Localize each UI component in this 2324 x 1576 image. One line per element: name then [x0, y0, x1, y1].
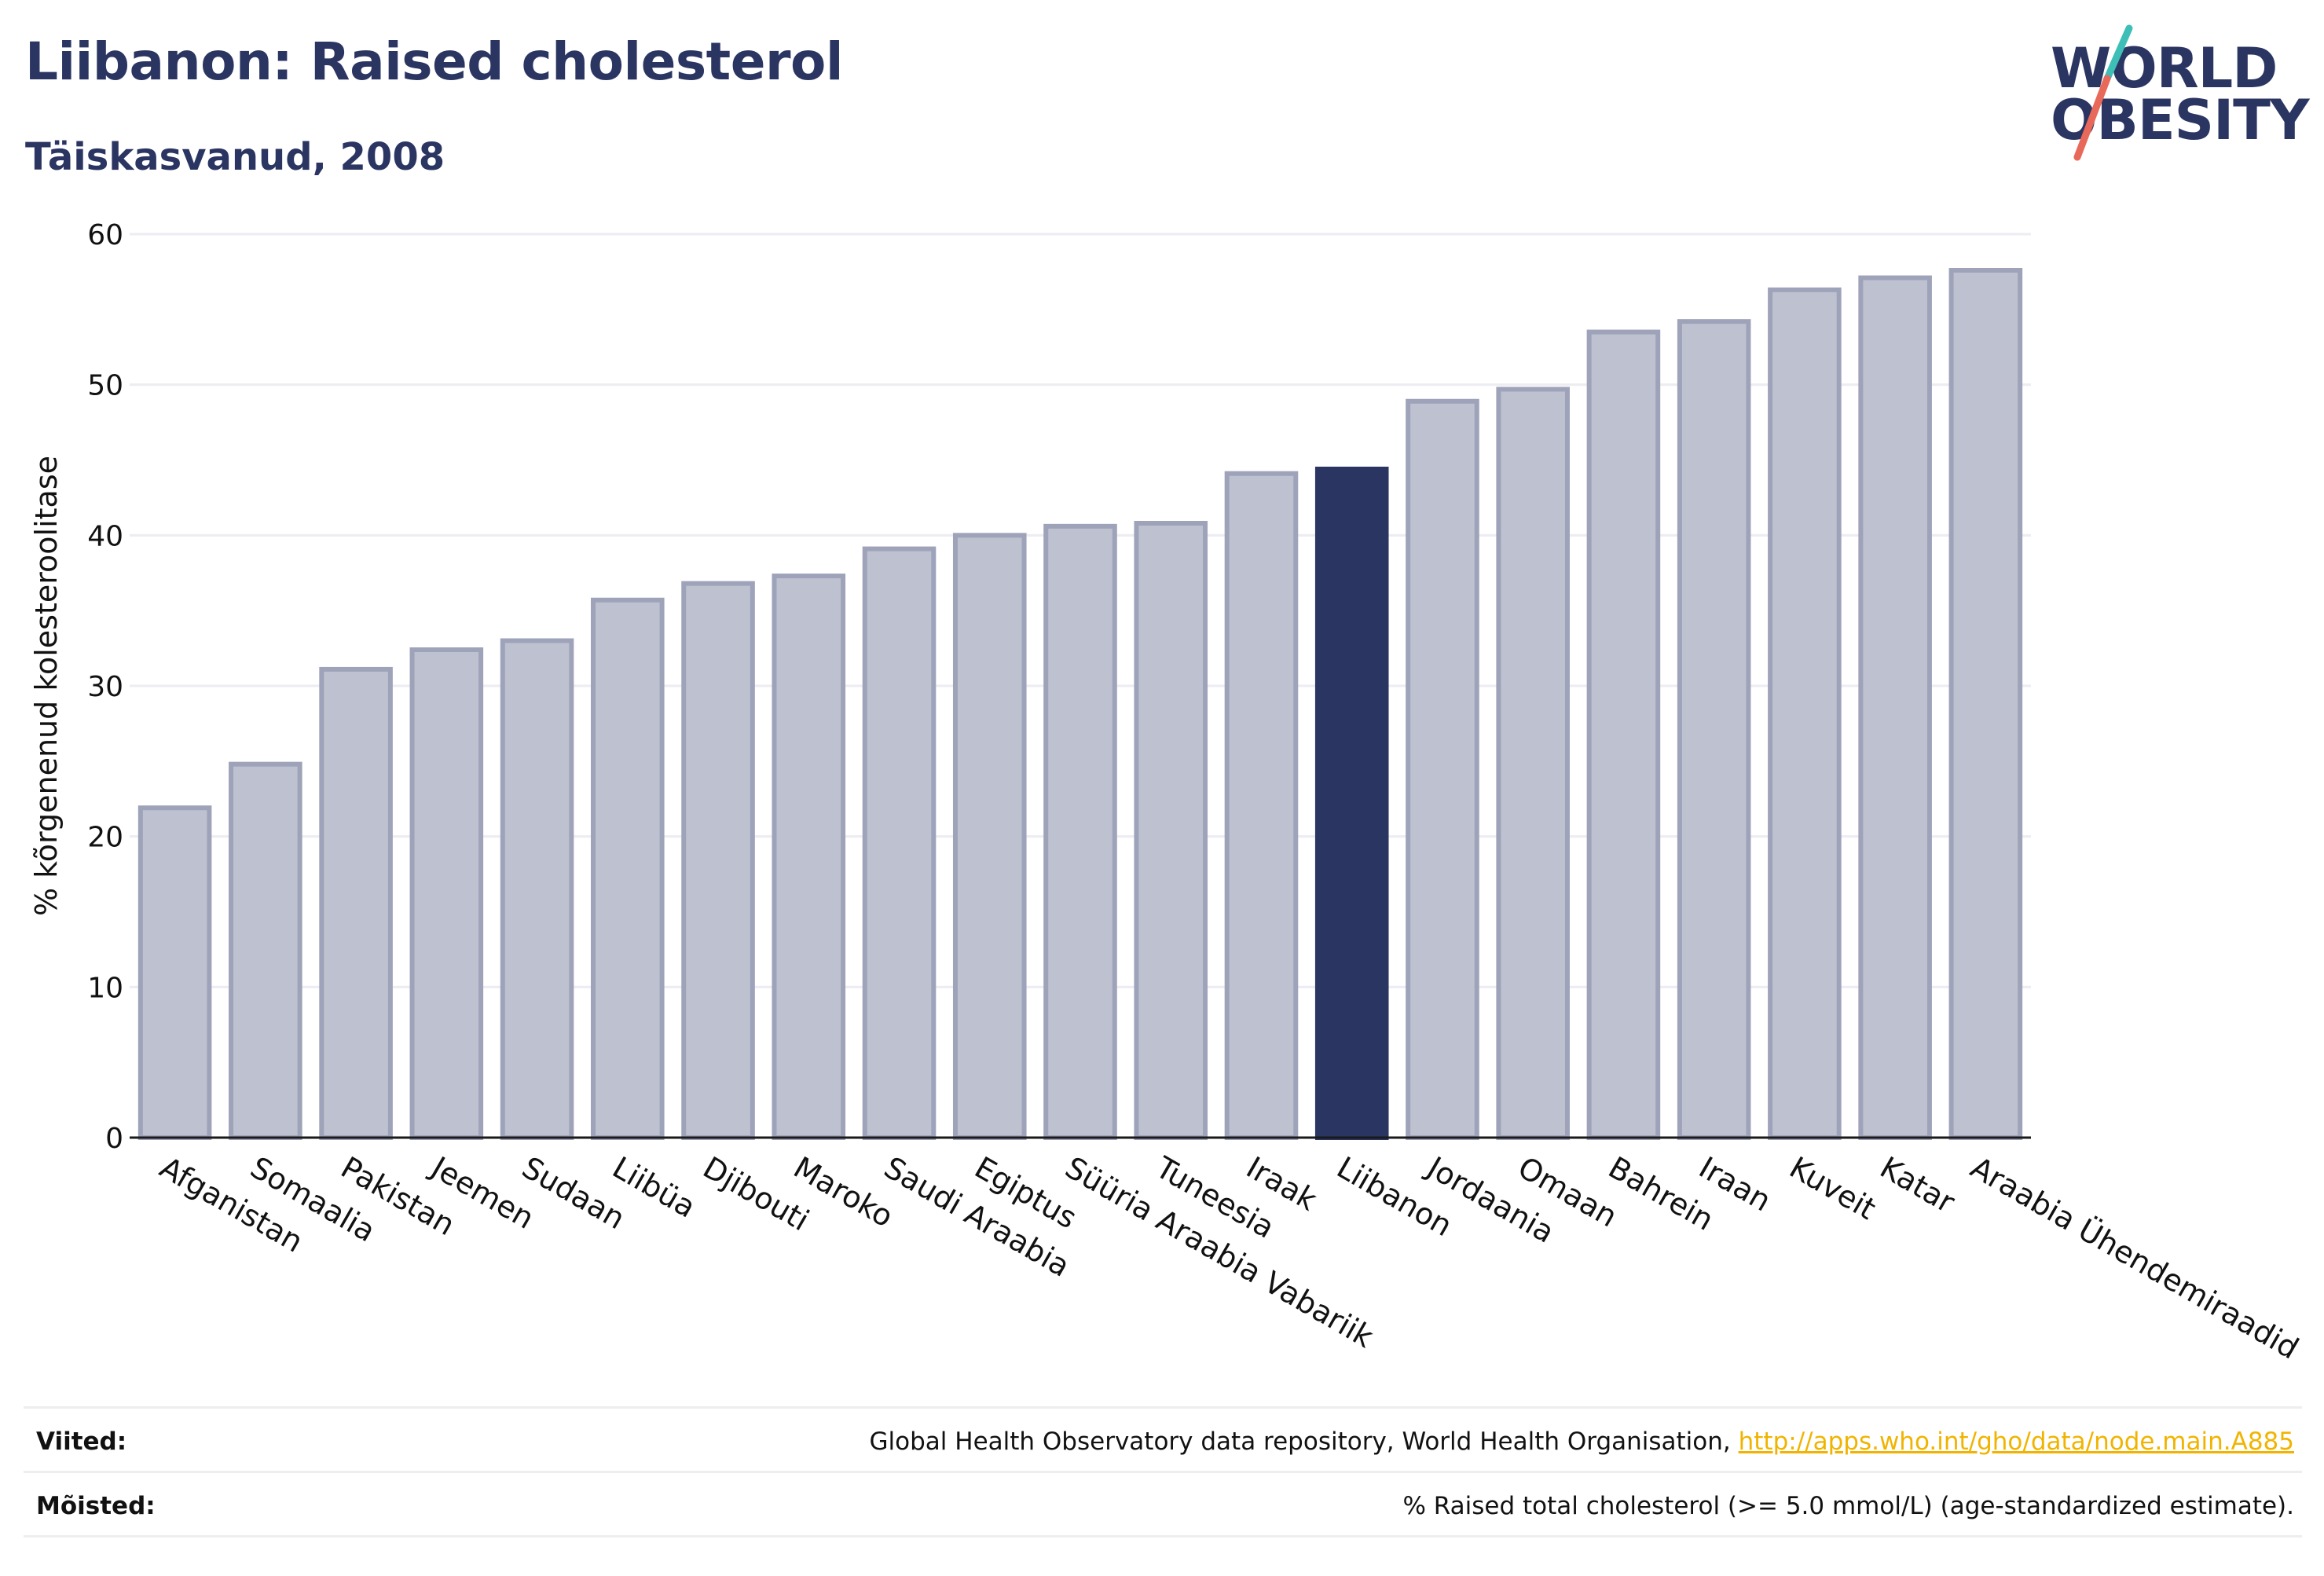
bar-jordaania — [1406, 398, 1479, 1140]
chart-title: Liibanon: Raised cholesterol — [25, 31, 843, 92]
x-axis-labels: AfganistanSomaaliaPakistanJeemenSudaanLi… — [154, 1149, 2304, 1366]
x-tick-label: Katar — [1875, 1150, 1961, 1220]
bar-saudi-araabia — [862, 546, 937, 1140]
x-tick-label: Araabia Ühendemiraadid — [1965, 1150, 2304, 1366]
x-tick-label: Bahrein — [1603, 1150, 1720, 1237]
sources-value: Global Health Observatory data repositor… — [870, 1428, 2294, 1456]
bar-pakistan — [319, 666, 393, 1140]
logo-text-world: WORLD — [2051, 36, 2278, 101]
bar-afganistan — [137, 805, 212, 1140]
bar-liibüa — [591, 597, 665, 1140]
bar-araabia-ühendemiraadid — [1948, 268, 2023, 1140]
world-obesity-logo: WORLD OBESITY — [2051, 24, 2310, 165]
bar-maroko — [772, 574, 846, 1140]
bar-djibouti — [681, 581, 755, 1140]
bars — [137, 268, 2023, 1141]
sources-text: Global Health Observatory data repositor… — [869, 1428, 1739, 1456]
sources-row: Viited: Global Health Observatory data r… — [24, 1406, 2302, 1473]
y-tick-label: 10 — [87, 972, 123, 1004]
bar-kuveit — [1768, 287, 1842, 1141]
bar-iraan — [1677, 319, 1751, 1141]
y-tick-label: 30 — [87, 671, 123, 703]
bar-bahrein — [1586, 329, 1661, 1140]
bar-egiptus — [952, 533, 1027, 1140]
y-axis-ticks: 0 10 20 30 40 50 60 — [87, 219, 123, 1155]
bar-tuneesia — [1134, 521, 1208, 1140]
bar-süüria-araabia-vabariik — [1043, 523, 1117, 1140]
y-tick-label: 60 — [87, 219, 123, 251]
y-tick-label: 0 — [105, 1123, 123, 1155]
y-tick-label: 50 — [87, 370, 123, 402]
sources-label: Viited: — [36, 1428, 127, 1456]
footer-divider — [24, 1535, 2302, 1538]
bar-liibanon — [1314, 467, 1389, 1140]
x-tick-label: Sudaan — [516, 1150, 631, 1237]
definitions-row: Mõisted: % Raised total cholesterol (>= … — [24, 1471, 2302, 1538]
logo-slash-icon — [2073, 24, 2133, 161]
bar-omaan — [1496, 387, 1570, 1140]
y-tick-label: 20 — [87, 822, 123, 854]
bar-jeemen — [409, 647, 484, 1140]
definitions-value: % Raised total cholesterol (>= 5.0 mmol/… — [1402, 1492, 2294, 1520]
x-tick-label: Kuveit — [1783, 1150, 1882, 1226]
y-axis-title: % kõrgenenud kolesteroolitase — [29, 456, 64, 916]
bar-katar — [1858, 275, 1932, 1140]
bar-chart: 0 10 20 30 40 50 60 AfganistanSomaaliaPakistan… — [29, 219, 2304, 1366]
bar-iraak — [1224, 471, 1299, 1140]
sources-link[interactable]: http://apps.who.int/gho/data/node.main.A… — [1738, 1428, 2294, 1456]
bar-sudaan — [500, 638, 574, 1140]
bar-somaalia — [229, 761, 302, 1141]
definitions-label: Mõisted: — [36, 1492, 156, 1520]
chart-subtitle: Täiskasvanud, 2008 — [25, 135, 445, 179]
y-tick-label: 40 — [87, 520, 123, 552]
